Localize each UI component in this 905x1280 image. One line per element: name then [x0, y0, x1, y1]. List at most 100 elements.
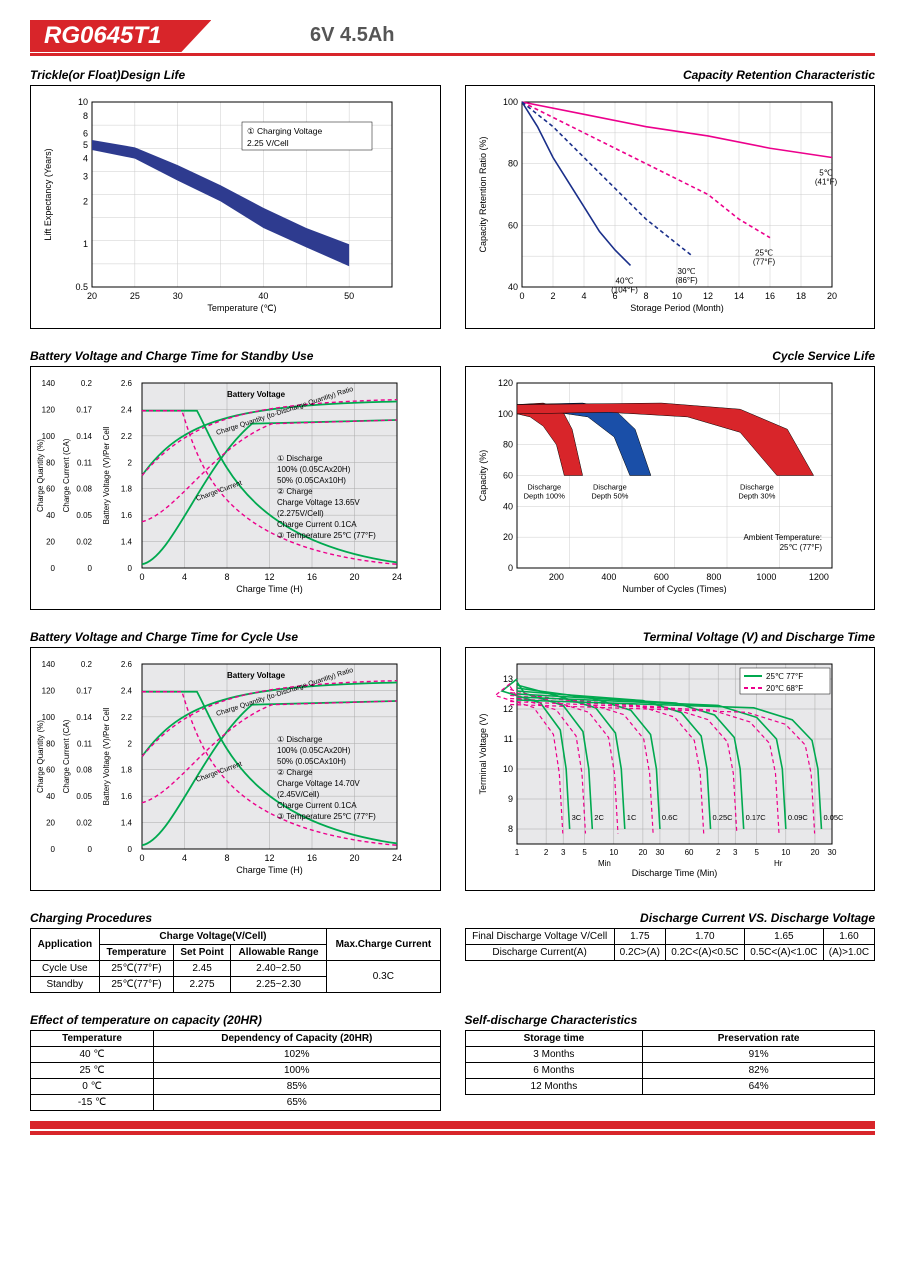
- svg-text:1.8: 1.8: [121, 485, 133, 494]
- svg-text:Min: Min: [597, 859, 610, 868]
- retention-block: Capacity Retention Characteristic 5℃(41°…: [465, 62, 876, 329]
- svg-text:Discharge: Discharge: [592, 483, 626, 492]
- svg-text:80: 80: [46, 739, 55, 748]
- td: 0.5C<(A)<1.0C: [744, 945, 823, 961]
- svg-text:0.17: 0.17: [76, 405, 92, 414]
- footer-bars: [30, 1121, 875, 1135]
- svg-text:60: 60: [684, 848, 693, 857]
- svg-text:0: 0: [88, 845, 93, 854]
- tempcap-table: TemperatureDependency of Capacity (20HR)…: [30, 1030, 441, 1111]
- svg-text:Terminal Voltage (V): Terminal Voltage (V): [478, 713, 488, 794]
- svg-text:0.2: 0.2: [81, 660, 93, 669]
- svg-text:60: 60: [46, 485, 55, 494]
- standby-title: Battery Voltage and Charge Time for Stan…: [30, 349, 441, 363]
- dischargetime-block: Terminal Voltage (V) and Discharge Time …: [465, 624, 876, 891]
- svg-text:2.2: 2.2: [121, 713, 133, 722]
- cyclelife-title: Cycle Service Life: [465, 349, 876, 363]
- retention-chart: 5℃(41°F)25℃(77°F)30℃(86°F)40℃(104°F)4060…: [472, 92, 852, 322]
- svg-text:10: 10: [781, 848, 790, 857]
- svg-text:0.11: 0.11: [77, 458, 93, 467]
- td: (A)>1.0C: [823, 945, 874, 961]
- dischargetime-title: Terminal Voltage (V) and Discharge Time: [465, 630, 876, 644]
- svg-text:0.05: 0.05: [76, 792, 92, 801]
- svg-text:3: 3: [733, 848, 738, 857]
- trickle-chart: 0.51234568102025304050Lift Expectancy (Y…: [37, 92, 417, 322]
- svg-text:2.25 V/Cell: 2.25 V/Cell: [247, 138, 289, 148]
- td: 1.70: [665, 929, 744, 945]
- tempcap-block: Effect of temperature on capacity (20HR)…: [30, 1007, 441, 1111]
- svg-text:10: 10: [502, 764, 512, 774]
- tempcap-title: Effect of temperature on capacity (20HR): [30, 1013, 441, 1027]
- svg-text:2C: 2C: [594, 813, 604, 822]
- svg-text:0: 0: [88, 564, 93, 573]
- svg-text:100% (0.05CAx20H): 100% (0.05CAx20H): [277, 746, 351, 755]
- td: 0 ℃: [31, 1079, 154, 1095]
- th: Dependency of Capacity (20HR): [154, 1031, 440, 1047]
- svg-text:Capacity (%): Capacity (%): [478, 450, 488, 502]
- svg-text:24: 24: [392, 572, 402, 582]
- svg-text:10: 10: [609, 848, 618, 857]
- svg-text:25: 25: [130, 291, 140, 301]
- selfdis-title: Self-discharge Characteristics: [465, 1013, 876, 1027]
- svg-text:10: 10: [78, 97, 88, 107]
- svg-text:Storage Period (Month): Storage Period (Month): [630, 303, 724, 313]
- svg-text:8: 8: [224, 853, 229, 863]
- trickle-block: Trickle(or Float)Design Life 0.512345681…: [30, 62, 441, 329]
- svg-text:① Discharge: ① Discharge: [277, 735, 323, 744]
- svg-text:0.05: 0.05: [76, 511, 92, 520]
- td: 82%: [643, 1063, 875, 1079]
- td: 3 Months: [465, 1047, 643, 1063]
- svg-text:Charge Current (CA): Charge Current (CA): [62, 438, 71, 512]
- svg-text:Charge Quantity (%): Charge Quantity (%): [37, 439, 45, 512]
- svg-text:25℃: 25℃: [755, 249, 773, 258]
- svg-text:800: 800: [706, 572, 721, 582]
- svg-text:30℃: 30℃: [677, 267, 695, 276]
- td: 102%: [154, 1047, 440, 1063]
- svg-text:60: 60: [502, 471, 512, 481]
- svg-text:100: 100: [502, 97, 517, 107]
- charging-title: Charging Procedures: [30, 911, 441, 925]
- svg-text:18: 18: [795, 291, 805, 301]
- svg-text:3C: 3C: [571, 813, 581, 822]
- svg-text:0.02: 0.02: [76, 538, 92, 547]
- td: 12 Months: [465, 1079, 643, 1095]
- svg-text:16: 16: [764, 291, 774, 301]
- td: Standby: [31, 977, 100, 993]
- td: 85%: [154, 1079, 440, 1095]
- svg-text:(41°F): (41°F): [814, 178, 837, 187]
- svg-text:0: 0: [51, 564, 56, 573]
- th-app: Application: [31, 929, 100, 961]
- td: 6 Months: [465, 1063, 643, 1079]
- svg-text:0: 0: [128, 564, 133, 573]
- selfdis-block: Self-discharge Characteristics Storage t…: [465, 1007, 876, 1111]
- svg-text:Battery Voltage: Battery Voltage: [227, 671, 286, 680]
- svg-text:Lift Expectancy (Years): Lift Expectancy (Years): [43, 148, 53, 240]
- dischargev-title: Discharge Current VS. Discharge Voltage: [465, 911, 876, 925]
- svg-text:16: 16: [307, 853, 317, 863]
- svg-text:0.08: 0.08: [76, 766, 92, 775]
- dischargev-block: Discharge Current VS. Discharge Voltage …: [465, 905, 876, 993]
- svg-text:140: 140: [42, 379, 56, 388]
- svg-text:(86°F): (86°F): [675, 276, 698, 285]
- svg-text:2.4: 2.4: [121, 686, 133, 695]
- svg-text:Charge Time (H): Charge Time (H): [236, 584, 303, 594]
- td: 25 ℃: [31, 1063, 154, 1079]
- svg-text:Battery Voltage (V)/Per Cell: Battery Voltage (V)/Per Cell: [102, 707, 111, 805]
- svg-text:11: 11: [503, 734, 512, 744]
- svg-text:4: 4: [581, 291, 586, 301]
- svg-text:50% (0.05CAx10H): 50% (0.05CAx10H): [277, 476, 346, 485]
- svg-text:8: 8: [643, 291, 648, 301]
- svg-text:12: 12: [264, 572, 274, 582]
- svg-text:2.2: 2.2: [121, 432, 133, 441]
- svg-text:3: 3: [83, 171, 88, 181]
- svg-text:1.4: 1.4: [121, 819, 133, 828]
- svg-text:Hr: Hr: [773, 859, 782, 868]
- svg-text:20: 20: [349, 853, 359, 863]
- td: 64%: [643, 1079, 875, 1095]
- charging-table: Application Charge Voltage(V/Cell) Max.C…: [30, 928, 441, 993]
- td: 2.25~2.30: [230, 977, 326, 993]
- svg-text:2: 2: [128, 739, 133, 748]
- th: Temperature: [31, 1031, 154, 1047]
- svg-text:30: 30: [655, 848, 664, 857]
- svg-text:Battery Voltage: Battery Voltage: [227, 390, 286, 399]
